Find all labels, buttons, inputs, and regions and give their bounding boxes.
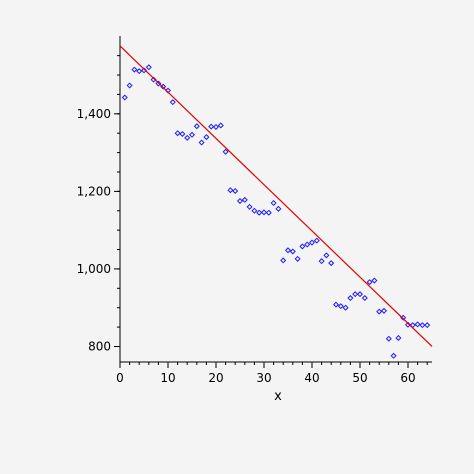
data-point [352,291,359,298]
data-point [323,252,330,259]
y-tick-label: 800 [88,339,111,353]
data-point [342,304,349,311]
data-point [275,205,282,212]
data-point [385,335,392,342]
data-point [313,237,320,244]
data-point [169,99,176,106]
data-point [424,322,431,329]
data-point [260,209,268,216]
x-tick-label: 0 [116,371,124,385]
x-tick-label: 60 [400,371,415,385]
data-point [236,198,244,205]
data-point [131,66,138,73]
data-point [140,67,148,74]
data-point [366,279,373,286]
data-point [414,321,421,328]
data-point [356,291,364,298]
data-point [318,258,325,265]
data-point [155,80,162,87]
x-tick-label: 40 [304,371,319,385]
data-point [294,255,301,262]
data-point [232,187,239,194]
data-point [280,257,287,264]
data-point [121,94,128,101]
data-point [347,295,354,302]
data-point [270,199,277,207]
data-point [337,303,344,310]
data-point [299,243,306,250]
data-point [198,139,205,146]
data-point [126,82,133,89]
data-point [380,307,388,314]
x-axis-title: x [274,389,282,404]
data-point [145,64,152,71]
data-point [265,209,272,216]
data-point [361,295,368,302]
x-tick-label: 10 [160,371,175,385]
data-point [188,131,196,138]
data-point [150,76,157,83]
data-point [308,239,316,246]
data-point [179,130,186,137]
data-point [203,134,210,141]
data-point [404,321,412,328]
y-tick-label: 1,000 [77,262,111,276]
data-point [332,301,340,308]
y-tick-label: 1,200 [77,184,111,198]
x-tick-label: 50 [352,371,367,385]
data-point [256,209,263,216]
x-axis-ticks: 0 10 20 30 40 50 60 [116,362,428,385]
data-point [390,352,397,359]
data-point [395,334,402,341]
data-point [376,308,383,315]
y-tick-label: 1,400 [77,107,111,121]
data-point [222,148,229,155]
data-point [136,68,143,75]
data-point [289,248,296,255]
data-point [227,187,234,194]
data-point [212,123,220,130]
data-point [304,241,311,248]
data-point [419,322,426,329]
data-point [246,203,253,210]
data-point [174,130,181,137]
x-tick-label: 20 [208,371,223,385]
data-point [184,134,191,141]
data-point [371,277,378,284]
data-point [251,207,258,214]
axes: 800 1,000 1,200 1,400 0 10 20 30 40 50 60 x [77,36,432,404]
data-point [208,123,215,130]
y-axis-ticks: 800 1,000 1,200 1,400 [77,55,120,353]
data-point [328,260,335,267]
x-tick-label: 30 [256,371,271,385]
data-point [241,196,248,203]
data-point [193,123,200,130]
data-point [217,122,224,129]
fit-line [119,45,433,347]
data-point [284,247,292,254]
series-layer [119,45,433,359]
